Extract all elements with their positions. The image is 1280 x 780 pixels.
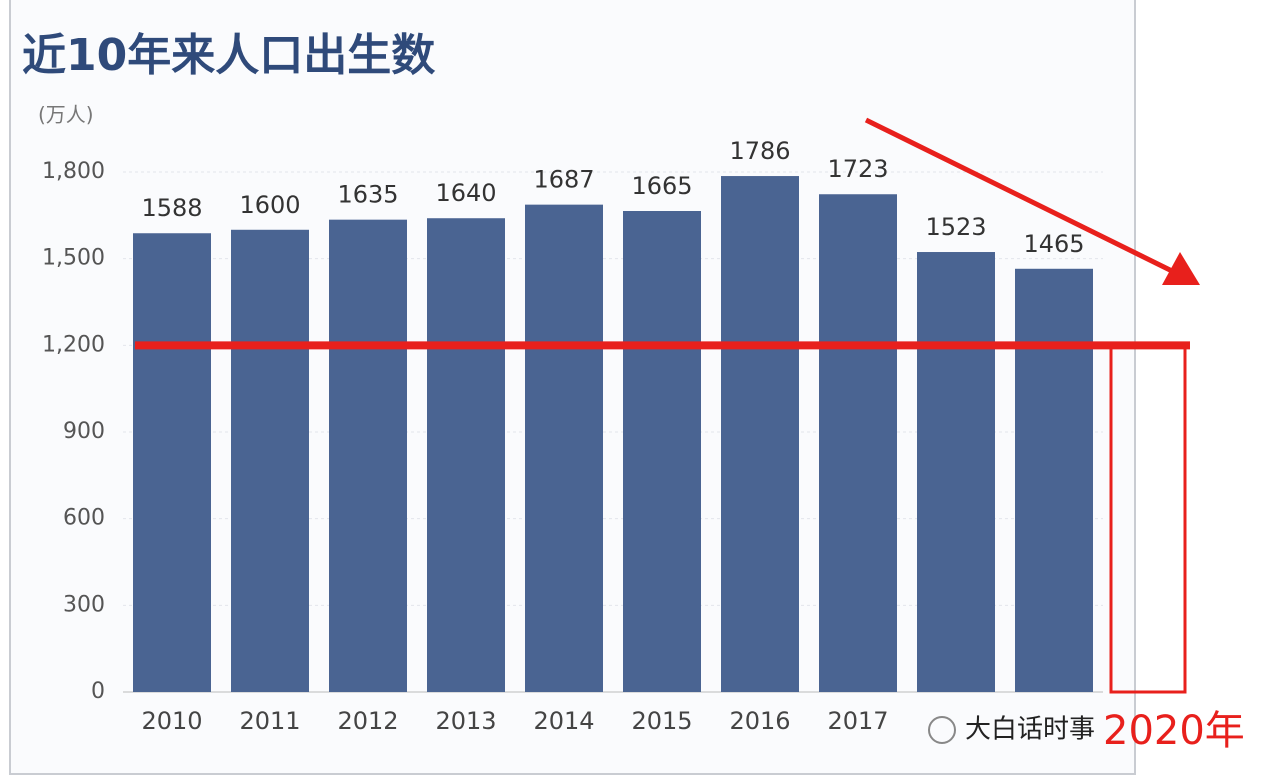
bar <box>623 211 701 692</box>
bar <box>917 252 995 692</box>
watermark-icon <box>928 716 956 744</box>
trend-arrow-head <box>1162 252 1200 285</box>
x-tick-label: 2012 <box>337 707 398 735</box>
bar <box>133 233 211 692</box>
y-tick-label: 0 <box>91 679 105 704</box>
y-tick-label: 600 <box>63 506 105 531</box>
chart-title: 近10年来人口出生数 <box>22 30 435 81</box>
trend-arrow <box>864 117 1174 274</box>
x-tick-label: 2016 <box>729 707 790 735</box>
value-label: 1523 <box>925 213 986 241</box>
y-tick-label: 300 <box>63 592 105 617</box>
bar <box>525 204 603 692</box>
annotation-label: 2020年 <box>1103 708 1245 754</box>
watermark: 大白话时事 <box>965 715 1095 745</box>
value-label: 1687 <box>533 166 594 194</box>
x-tick-label: 2017 <box>827 707 888 735</box>
y-axis-label: (万人) <box>38 103 94 127</box>
y-tick-label: 1,200 <box>42 332 105 357</box>
value-label: 1723 <box>827 155 888 183</box>
x-tick-label: 2014 <box>533 707 594 735</box>
value-label: 1786 <box>729 137 790 165</box>
bar <box>427 218 505 692</box>
x-tick-label: 2010 <box>141 707 202 735</box>
y-tick-label: 1,500 <box>42 246 105 271</box>
value-label: 1640 <box>435 179 496 207</box>
y-tick-label: 1,800 <box>42 159 105 184</box>
bar <box>819 194 897 692</box>
value-label: 1635 <box>337 181 398 209</box>
value-label: 1665 <box>631 172 692 200</box>
y-tick-label: 900 <box>63 419 105 444</box>
x-tick-label: 2015 <box>631 707 692 735</box>
x-tick-label: 2011 <box>239 707 300 735</box>
value-label: 1600 <box>239 191 300 219</box>
value-label: 1588 <box>141 194 202 222</box>
x-tick-label: 2013 <box>435 707 496 735</box>
forecast-box <box>1109 343 1187 694</box>
value-label: 1465 <box>1023 230 1084 258</box>
bar <box>721 176 799 693</box>
bar <box>329 219 407 692</box>
bar <box>231 229 309 692</box>
bar <box>1015 268 1093 692</box>
